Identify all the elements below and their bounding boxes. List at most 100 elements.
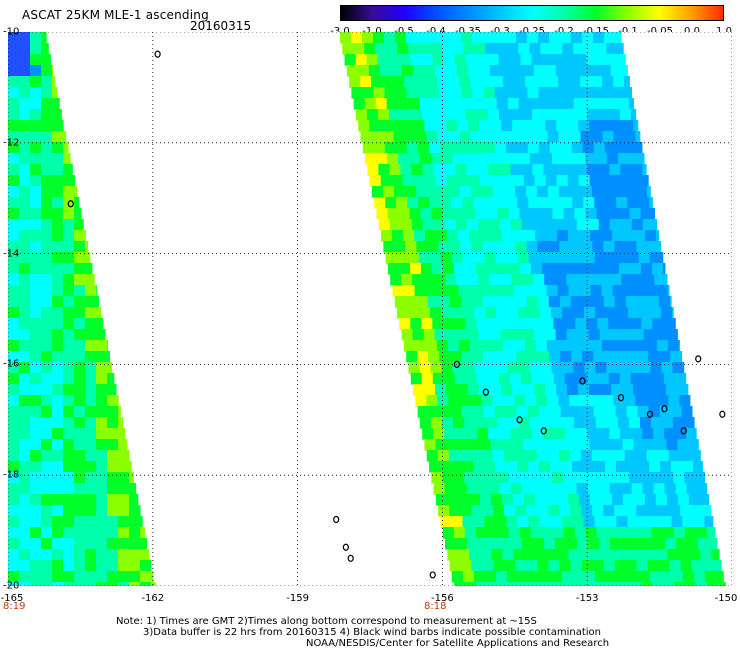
swath-cell	[627, 252, 640, 264]
swath-cell	[707, 582, 719, 586]
swath-cell	[438, 505, 450, 517]
swath-cell	[471, 296, 484, 308]
swath-cell	[63, 274, 75, 286]
swath-cell	[357, 65, 370, 77]
swath-cell	[63, 175, 75, 187]
swath-cell	[52, 483, 64, 495]
swath-cell	[656, 549, 668, 561]
swath-cell	[444, 483, 457, 495]
swath-cell	[658, 241, 662, 253]
swath-cell	[680, 560, 693, 572]
swath-cell	[496, 98, 509, 110]
swath-cell	[684, 527, 697, 539]
swath-cell	[8, 538, 20, 550]
swath-cell	[638, 516, 651, 528]
swath-cell	[563, 153, 575, 165]
swath-cell	[30, 494, 42, 506]
swath-cell	[518, 362, 531, 374]
swath-cell	[426, 395, 438, 407]
swath-cell	[41, 186, 53, 198]
swath-cell	[107, 461, 119, 473]
swath-cell	[459, 450, 472, 462]
swath-cell	[615, 406, 628, 418]
swath-cell	[442, 263, 455, 275]
swath-cell	[669, 560, 682, 572]
swath-cell	[443, 54, 456, 66]
swath-cell	[624, 186, 637, 198]
swath-cell	[588, 65, 601, 77]
swath-cell	[481, 186, 494, 198]
swath-cell	[517, 252, 530, 264]
swath-cell	[458, 340, 471, 352]
swath-cell	[30, 263, 42, 275]
swath-cell	[647, 505, 659, 517]
swath-cell	[542, 54, 555, 66]
swath-cell	[651, 208, 655, 220]
swath-cell	[631, 483, 644, 495]
swath-cell	[52, 582, 64, 586]
swath-cell	[8, 263, 20, 275]
swath-cell	[41, 340, 53, 352]
island-outline	[680, 427, 687, 435]
swath-cell	[490, 439, 503, 451]
swath-cell	[507, 43, 519, 55]
swath-cell	[524, 340, 537, 352]
swath-cell	[385, 197, 397, 209]
swath-cell	[422, 164, 435, 176]
swath-cell	[460, 296, 473, 308]
swath-cell	[599, 329, 612, 341]
swath-cell	[563, 263, 576, 275]
swath-cell	[448, 395, 460, 407]
swath-cell	[129, 527, 141, 539]
swath-cell	[500, 274, 512, 286]
swath-cell	[63, 384, 75, 396]
swath-cell	[8, 87, 20, 99]
swath-cell	[366, 109, 379, 121]
swath-cell	[41, 505, 53, 517]
swath-cell	[604, 87, 617, 99]
swath-cell	[440, 461, 452, 473]
swath-cell	[504, 241, 516, 253]
swath-cell	[508, 208, 521, 220]
swath-cell	[671, 461, 683, 473]
swath-cell	[550, 516, 563, 528]
swath-cell	[8, 582, 20, 586]
swath-cell	[388, 54, 401, 66]
swath-cell	[672, 417, 685, 429]
swath-cell	[19, 43, 31, 55]
swath-cell	[52, 219, 64, 231]
swath-cell	[443, 318, 455, 330]
swath-cell	[618, 208, 631, 220]
swath-cell	[500, 65, 513, 77]
swath-cell	[19, 219, 31, 231]
swath-cell	[452, 417, 465, 429]
island-outline	[646, 410, 654, 418]
swath-cell	[63, 538, 75, 550]
swath-cell	[534, 384, 546, 396]
swath-cell	[52, 109, 62, 121]
swath-cell	[683, 362, 685, 374]
swath-cell	[688, 439, 699, 451]
swath-cell	[398, 263, 411, 275]
swath-cell	[495, 516, 508, 528]
swath-cell	[369, 175, 382, 187]
swath-cell	[512, 120, 524, 132]
swath-cell	[614, 296, 627, 308]
swath-cell	[619, 109, 632, 121]
swath-cell	[41, 131, 53, 143]
swath-cell	[664, 428, 676, 440]
swath-cell	[118, 417, 124, 429]
swath-cell	[430, 307, 442, 319]
swath-cell	[652, 582, 664, 586]
swath-cell	[642, 219, 655, 231]
swath-cell	[548, 560, 561, 572]
longitude-label: -159	[286, 593, 309, 604]
swath-cell	[463, 98, 476, 110]
swath-cell	[30, 98, 42, 110]
swath-cell	[527, 406, 540, 418]
swath-cell	[457, 120, 469, 132]
swath-cell	[651, 472, 663, 484]
swath-cell	[19, 142, 31, 154]
swath-cell	[500, 538, 512, 550]
swath-cell	[544, 329, 557, 341]
